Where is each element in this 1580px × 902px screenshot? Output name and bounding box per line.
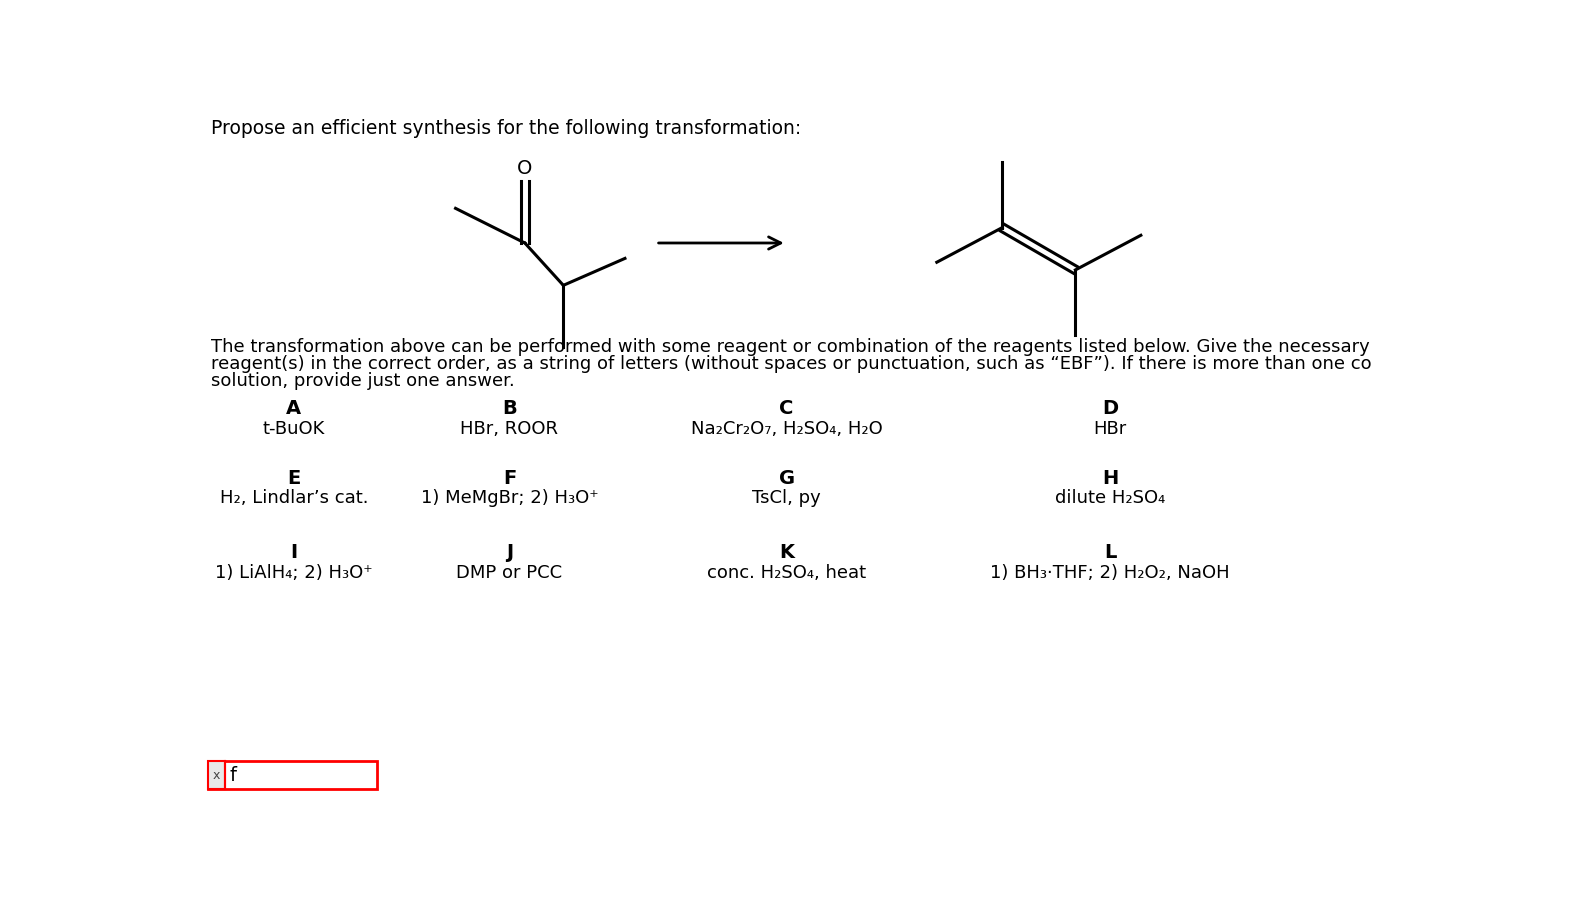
Text: F: F: [502, 469, 517, 488]
Text: x: x: [212, 769, 220, 781]
Text: Na₂Cr₂O₇, H₂SO₄, H₂O: Na₂Cr₂O₇, H₂SO₄, H₂O: [690, 420, 883, 438]
Text: E: E: [288, 469, 300, 488]
Text: HBr: HBr: [1093, 420, 1127, 438]
Text: DMP or PCC: DMP or PCC: [457, 564, 562, 582]
Text: conc. H₂SO₄, heat: conc. H₂SO₄, heat: [708, 564, 866, 582]
Text: reagent(s) in the correct order, as a string of letters (without spaces or punct: reagent(s) in the correct order, as a st…: [210, 354, 1371, 373]
Text: G: G: [779, 469, 795, 488]
Text: solution, provide just one answer.: solution, provide just one answer.: [210, 372, 515, 390]
Text: D: D: [1101, 400, 1119, 419]
Text: L: L: [1104, 543, 1115, 562]
Text: A: A: [286, 400, 302, 419]
Bar: [207, 761, 378, 789]
Text: C: C: [779, 400, 793, 419]
Bar: [207, 761, 224, 789]
Text: f: f: [231, 766, 237, 785]
Text: 1) LiAlH₄; 2) H₃O⁺: 1) LiAlH₄; 2) H₃O⁺: [215, 564, 373, 582]
Text: K: K: [779, 543, 795, 562]
Text: t-BuOK: t-BuOK: [262, 420, 325, 438]
Text: H: H: [1101, 469, 1119, 488]
Text: I: I: [291, 543, 297, 562]
Text: HBr, ROOR: HBr, ROOR: [460, 420, 558, 438]
Text: The transformation above can be performed with some reagent or combination of th: The transformation above can be performe…: [210, 337, 1370, 355]
Text: 1) MeMgBr; 2) H₃O⁺: 1) MeMgBr; 2) H₃O⁺: [420, 490, 599, 508]
Text: H₂, Lindlar’s cat.: H₂, Lindlar’s cat.: [220, 490, 368, 508]
Text: Propose an efficient synthesis for the following transformation:: Propose an efficient synthesis for the f…: [210, 119, 801, 138]
Text: 1) BH₃·THF; 2) H₂O₂, NaOH: 1) BH₃·THF; 2) H₂O₂, NaOH: [991, 564, 1229, 582]
Text: B: B: [502, 400, 517, 419]
Text: dilute H₂SO₄: dilute H₂SO₄: [1055, 490, 1164, 508]
Text: J: J: [506, 543, 514, 562]
Text: TsCl, py: TsCl, py: [752, 490, 822, 508]
Text: O: O: [517, 160, 532, 179]
